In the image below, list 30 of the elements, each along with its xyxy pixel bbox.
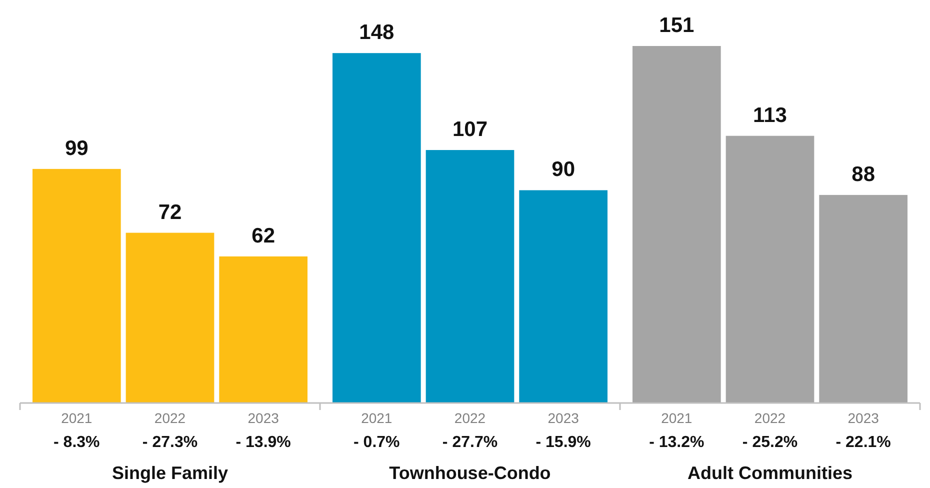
text: - 22.1%: [836, 434, 891, 451]
x-tick-label: 2023: [548, 410, 580, 426]
x-tick-label: 2023: [848, 410, 880, 426]
x-tick-label: 2021: [361, 410, 392, 426]
text: - 25.2%: [742, 434, 798, 451]
text: - 27.7%: [442, 434, 498, 451]
data-label: 148: [359, 21, 394, 44]
data-label: 62: [252, 224, 276, 248]
text: Adult Communities: [688, 463, 852, 483]
data-label: 107: [452, 118, 488, 142]
text: Townhouse-Condo: [389, 463, 551, 483]
text: - 13.9%: [236, 434, 291, 451]
data-label: 113: [753, 104, 787, 127]
text: Single Family: [112, 463, 228, 483]
x-tick-label: 2022: [754, 410, 786, 426]
text: - 8.3%: [54, 434, 100, 451]
data-label: 99: [64, 136, 88, 160]
x-tick-label: 2022: [454, 410, 486, 426]
text: - 13.2%: [649, 434, 704, 451]
data-label: 90: [552, 158, 576, 182]
text: - 0.7%: [354, 434, 400, 451]
data-label: 151: [659, 14, 694, 37]
x-tick-label: 2021: [61, 410, 92, 426]
text: - 27.3%: [142, 434, 198, 451]
x-tick-label: 2022: [154, 410, 186, 426]
data-label: 72: [158, 200, 182, 224]
data-label: 88: [852, 162, 876, 186]
x-tick-label: 2021: [661, 410, 692, 426]
text: - 15.9%: [536, 434, 591, 451]
x-tick-label: 2023: [248, 410, 280, 426]
